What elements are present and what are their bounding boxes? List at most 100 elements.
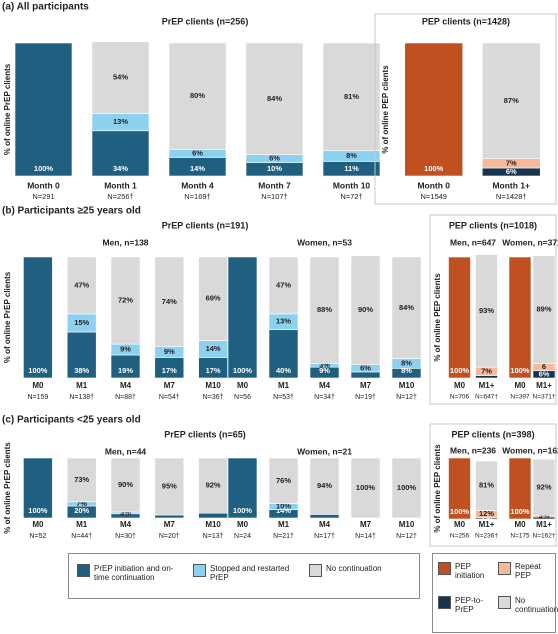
value-label: 14% [206,344,221,353]
y-axis-label: % of online PEP clients [433,273,442,362]
x-tick-label: M7 [360,381,372,390]
group-title: Men, n=44 [105,446,147,456]
value-label: 15% [74,318,89,327]
x-tick-label: Month 1+ [492,180,530,190]
legend-label: No continuation [326,564,382,573]
x-tick-label: M1 [278,381,290,390]
group-title: Men, n=647 [450,237,496,247]
bar-segment [227,256,258,379]
bar-segment [14,42,73,177]
x-tick-label: M4 [319,381,331,390]
bar-segment [268,457,299,504]
value-label: 100% [28,506,48,515]
panel-title: PEP clients (n=1428) [422,16,510,26]
n-label: N=291 [32,192,54,201]
value-label: 8% [401,358,412,367]
value-label: 92% [536,482,551,491]
legend-label: No continuation [515,596,558,614]
value-label: 8% [346,151,357,160]
panel-frame [429,214,557,405]
bar-segment [245,42,304,156]
n-label: N=36† [203,394,224,401]
legend: PrEP initiation and on-time continuation… [68,553,420,599]
bar-segment [391,256,422,359]
x-tick-label: M4 [120,381,132,390]
n-label: N=72† [340,192,362,201]
bar-segment [23,457,53,519]
n-label: N=169† [184,192,210,201]
n-label: N=30† [115,533,136,540]
value-label: 17% [206,366,221,375]
bar-segment [91,130,150,177]
bar-segment [532,458,556,516]
value-label: 81% [344,92,359,101]
value-label: 54% [113,73,128,82]
value-label: 100% [510,366,530,375]
value-label: 19% [118,366,133,375]
bar-segment [154,457,185,516]
section-heading: (b) Participants ≥25 years old [2,206,141,217]
x-tick-label: M10 [205,520,221,529]
legend-label: PEP-to-PrEP [455,596,484,614]
value-label: 3% [319,360,330,369]
n-label: N=20† [159,533,180,540]
x-tick-label: M0 [514,520,526,529]
value-label: 90% [358,305,373,314]
n-label: N=13† [203,533,224,540]
bar-segment [268,329,299,379]
x-tick-label: M4 [120,520,132,529]
n-label: N=1549 [421,192,447,201]
n-label: N=175 [510,533,530,540]
value-label: 3% [120,508,131,517]
value-label: 34% [113,164,128,173]
n-label: N=647† [475,394,498,401]
x-tick-label: M0 [32,381,44,390]
legend-swatch [438,562,451,575]
value-label: 94% [317,481,332,490]
panel-frame [429,423,557,547]
n-label: N=162† [533,533,556,540]
n-label: N=159 [27,394,48,401]
value-label: 9% [164,347,175,356]
bar-segment [475,254,498,368]
panel-frame [374,13,557,205]
panel-title: PrEP clients (n=191) [162,220,249,230]
value-label: 7% [481,366,492,375]
group-title: Women, n=53 [297,237,352,247]
x-tick-label: Month 0 [27,180,60,190]
n-label: N=24 [234,533,251,540]
bar-segment [508,457,532,520]
group-title: Men, n=236 [450,445,496,455]
n-label: N=44† [71,533,92,540]
x-tick-label: M0 [237,520,249,529]
n-label: N=17† [314,533,335,540]
bar-segment [350,457,381,519]
bar-segment [154,514,185,519]
value-label: 17% [162,366,177,375]
x-tick-label: M7 [360,520,372,529]
value-label: 13% [276,317,291,326]
x-tick-label: M10 [399,520,415,529]
n-label: N=12† [396,533,417,540]
bar-segment [110,256,141,345]
n-label: N=236† [475,533,498,540]
x-tick-label: M10 [399,381,415,390]
bar-segment [66,457,97,503]
legend: PEP initiation PEP-to-PrEP Repeat PEP No co… [432,553,558,633]
bar-segment [475,375,498,379]
bar-segment [481,42,541,160]
panel-title: PrEP clients (n=256) [162,16,249,26]
panel-title: PEP clients (n=398) [451,429,534,439]
value-label: 40% [276,366,291,375]
bar-segment [66,331,97,379]
legend-item: Repeat PEP [498,562,556,580]
value-label: 9% [120,345,131,354]
x-tick-label: Month 1 [104,180,137,190]
value-label: 14% [276,506,291,515]
legend-item: PrEP initiation and on-time continuation [77,564,187,582]
value-label: 73% [74,475,89,484]
n-label: N=256† [107,192,133,201]
value-label: 89% [536,305,551,314]
value-label: 87% [504,96,519,105]
bar-segment [508,256,532,379]
